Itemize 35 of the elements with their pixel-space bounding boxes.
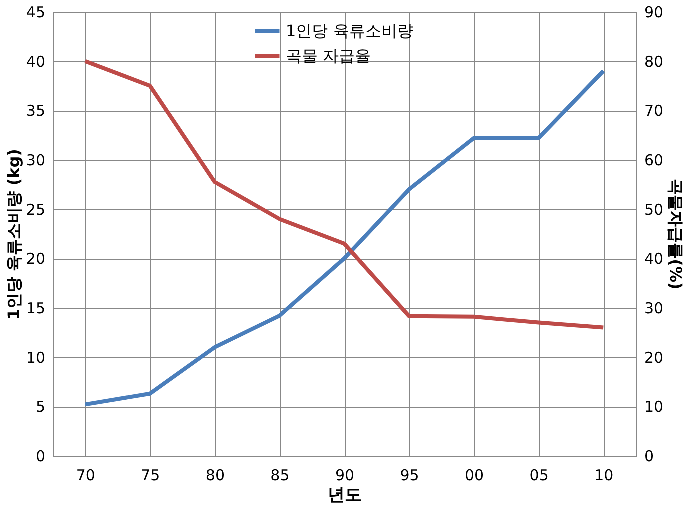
y2-tick-label: 90 [644, 4, 664, 22]
y2-tick-label: 80 [644, 52, 664, 71]
y2-axis-title: 곡물자급률(%) [666, 179, 686, 290]
x-tick-label: 85 [270, 466, 290, 484]
y-axis-title: 1인당 육류소비량 (kg) [4, 149, 24, 320]
y2-tick-label: 20 [644, 348, 664, 367]
y2-tick-label: 60 [644, 152, 664, 170]
legend-label: 1인당 육류소비량 [286, 22, 414, 40]
y-tick-label: 10 [26, 348, 46, 367]
y-tick-label: 0 [36, 448, 46, 466]
x-tick-label: 75 [141, 466, 160, 484]
x-axis-title: 년도 [328, 486, 362, 506]
x-tick-label: 10 [594, 466, 614, 484]
y-tick-label: 40 [26, 52, 46, 71]
legend-label: 곡물 자급율 [286, 46, 372, 66]
x-tick-label: 05 [530, 466, 549, 484]
x-tick-label: 00 [465, 466, 484, 484]
y2-tick-label: 10 [644, 398, 664, 416]
y-tick-label: 5 [36, 398, 46, 416]
y-tick-label: 35 [26, 102, 46, 120]
x-tick-label: 80 [206, 466, 225, 484]
y2-tick-label: 30 [644, 300, 664, 318]
y-tick-label: 15 [26, 300, 46, 318]
y-tick-label: 25 [26, 200, 46, 219]
x-tick-label: 70 [76, 466, 96, 484]
y2-tick-label: 50 [644, 200, 664, 219]
line-series [83, 69, 606, 407]
y-tick-label: 20 [26, 250, 46, 268]
x-tick-label: 95 [400, 466, 420, 484]
y-tick-label: 30 [26, 152, 46, 170]
y-tick-label: 45 [26, 4, 46, 22]
y2-tick-label: 70 [644, 102, 664, 120]
y2-tick-label: 0 [644, 448, 654, 466]
x-tick-label: 90 [335, 466, 355, 484]
y2-tick-label: 40 [644, 250, 664, 268]
